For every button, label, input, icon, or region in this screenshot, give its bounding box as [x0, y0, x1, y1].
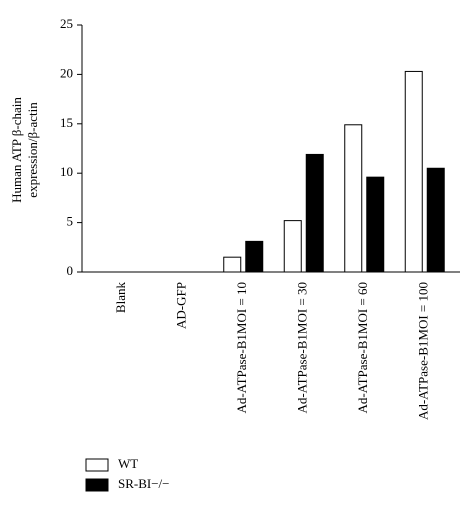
bar — [426, 167, 445, 273]
bar — [283, 220, 302, 273]
x-tick-label: Ad-ATPase-B1MOI = 60 — [355, 282, 370, 414]
bar — [245, 240, 264, 273]
y-axis-label: Human ATP β-chain — [9, 97, 24, 203]
y-tick-label: 10 — [60, 164, 73, 179]
x-tick-label: AD-GFP — [174, 282, 189, 329]
y-tick-label: 20 — [60, 65, 73, 80]
y-tick-label: 0 — [67, 263, 74, 278]
x-tick-label: Ad-ATPase-B1MOI = 30 — [295, 282, 310, 414]
legend-label: SR-BI−/− — [118, 476, 170, 491]
y-axis-label: expression/β-actin — [25, 102, 40, 198]
legend-label: WT — [118, 456, 138, 471]
bar — [344, 124, 363, 273]
bar — [366, 176, 385, 273]
bar — [223, 256, 242, 273]
legend-swatch — [85, 478, 109, 492]
x-tick-label: Ad-ATPase-B1MOI = 10 — [234, 282, 249, 414]
x-tick-label: Ad-ATPase-B1MOI = 100 — [416, 282, 431, 420]
x-tick-label: Blank — [113, 282, 128, 314]
y-tick-label: 5 — [67, 214, 74, 229]
y-tick-label: 25 — [60, 16, 73, 31]
legend-swatch — [85, 458, 109, 472]
bar — [404, 70, 423, 273]
bar — [305, 153, 324, 273]
y-tick-label: 15 — [60, 115, 73, 130]
